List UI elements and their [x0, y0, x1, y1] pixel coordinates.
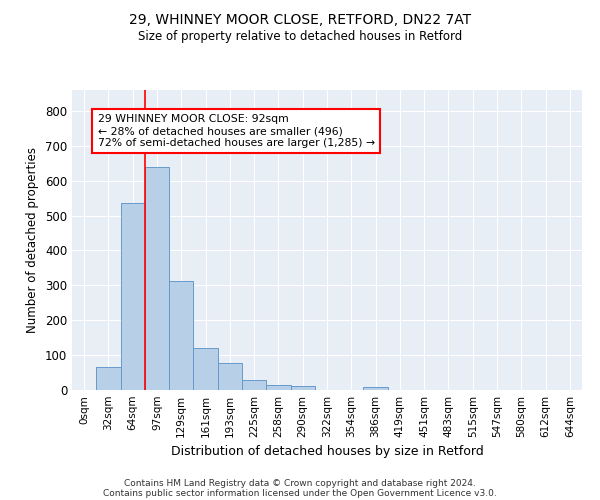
- X-axis label: Distribution of detached houses by size in Retford: Distribution of detached houses by size …: [170, 446, 484, 458]
- Bar: [364, 387, 388, 390]
- Bar: [121, 204, 145, 390]
- Text: 29 WHINNEY MOOR CLOSE: 92sqm
← 28% of detached houses are smaller (496)
72% of s: 29 WHINNEY MOOR CLOSE: 92sqm ← 28% of de…: [97, 114, 374, 148]
- Bar: [145, 168, 169, 390]
- Bar: [193, 348, 218, 390]
- Bar: [169, 281, 193, 390]
- Text: Contains public sector information licensed under the Open Government Licence v3: Contains public sector information licen…: [103, 488, 497, 498]
- Bar: [290, 386, 315, 390]
- Bar: [242, 380, 266, 390]
- Bar: [96, 368, 121, 390]
- Text: Contains HM Land Registry data © Crown copyright and database right 2024.: Contains HM Land Registry data © Crown c…: [124, 478, 476, 488]
- Bar: [218, 363, 242, 390]
- Bar: [266, 385, 290, 390]
- Y-axis label: Number of detached properties: Number of detached properties: [26, 147, 40, 333]
- Text: Size of property relative to detached houses in Retford: Size of property relative to detached ho…: [138, 30, 462, 43]
- Text: 29, WHINNEY MOOR CLOSE, RETFORD, DN22 7AT: 29, WHINNEY MOOR CLOSE, RETFORD, DN22 7A…: [129, 12, 471, 26]
